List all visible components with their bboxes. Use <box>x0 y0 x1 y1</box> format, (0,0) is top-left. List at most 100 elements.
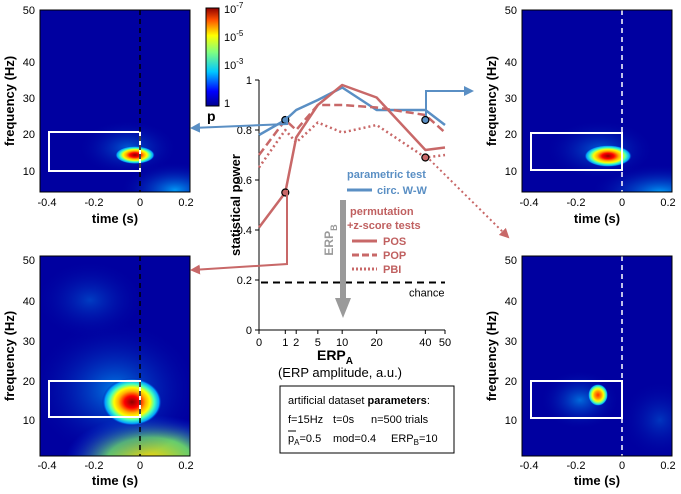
chart-legend: parametric test circ. W-W permutation +z… <box>347 169 428 276</box>
heatmap-glow <box>590 164 672 192</box>
y-axis-label: frequency (Hz) <box>484 311 499 401</box>
y-tick-label: 0.8 <box>237 125 252 137</box>
parameters-title: artificial dataset parameters: <box>288 395 430 407</box>
y-tick: 20 <box>23 129 35 141</box>
chance-label: chance <box>409 288 444 300</box>
erpb-arrow-label: ERPB <box>322 224 339 256</box>
legend-heading-permutation-2: +z-score tests <box>347 220 421 232</box>
x-tick-label: 5 <box>315 337 321 349</box>
y-tick: 20 <box>505 129 517 141</box>
x-tick: 0 <box>619 460 625 472</box>
param-t: t=0s <box>333 414 355 426</box>
roi-box <box>48 380 141 418</box>
param-pa: pA=0.5 <box>288 433 321 447</box>
heatmap-glow <box>120 162 190 192</box>
erpb-arrow-head <box>335 298 351 318</box>
x-axis-label: time (s) <box>92 211 138 226</box>
x-tick-label: 20 <box>371 337 383 349</box>
x-tick-label: 1 <box>282 337 288 349</box>
x-tick: 0.2 <box>660 197 675 209</box>
y-tick: 10 <box>505 415 517 427</box>
y-tick: 10 <box>505 166 517 178</box>
y-tick: 10 <box>23 166 35 178</box>
series-line-pop <box>258 103 446 156</box>
highlight-marker <box>421 153 430 162</box>
x-axis-label: ERPA <box>317 347 353 367</box>
x-tick-label: 10 <box>336 337 348 349</box>
arrow-to-bottom-right <box>425 155 510 239</box>
y-tick-label: 1 <box>246 75 252 87</box>
y-tick-label: 0.6 <box>237 175 252 187</box>
x-tick: -0.4 <box>38 197 57 209</box>
x-tick: 0.2 <box>178 460 193 472</box>
x-axis-label: time (s) <box>574 211 620 226</box>
param-erpb: ERPB=10 <box>391 433 438 447</box>
roi-box <box>530 380 623 419</box>
x-axis-label: time (s) <box>92 473 138 488</box>
colorbar-tick: 10-3 <box>224 57 244 72</box>
roi-box <box>530 132 623 171</box>
x-tick: 0 <box>619 197 625 209</box>
series-line-circ-w-w <box>258 86 446 137</box>
x-tick: 0.2 <box>660 460 675 472</box>
legend-heading-parametric: parametric test <box>347 169 426 181</box>
axes-frame <box>39 9 191 193</box>
x-tick: -0.4 <box>520 460 539 472</box>
y-tick: 40 <box>23 296 35 308</box>
y-axis-label: frequency (Hz) <box>484 56 499 146</box>
param-f: f=15Hz <box>288 414 323 426</box>
legend-heading-permutation: permutation <box>350 206 414 218</box>
x-tick: -0.2 <box>567 197 586 209</box>
y-tick: 50 <box>23 5 35 17</box>
heatmap-glow <box>40 260 145 340</box>
y-axis-label: statistical power <box>228 154 243 256</box>
heatmap-bottom-left: 10 20 30 40 50 -0.4 -0.2 0 0.2 time (s) … <box>2 255 194 488</box>
axes-frame <box>521 255 673 457</box>
arrow-to-bottom-left <box>190 190 288 275</box>
highlight-marker <box>421 115 430 125</box>
y-tick: 50 <box>505 5 517 17</box>
parameters-frame <box>279 385 455 454</box>
y-tick: 40 <box>23 57 35 69</box>
connector-arrows <box>190 86 510 275</box>
arrow-to-top-right <box>425 86 474 116</box>
x-tick: -0.2 <box>85 197 104 209</box>
heatmap-hotspot <box>102 378 162 426</box>
heatmap-top-right: 10 20 30 40 50 -0.4 -0.2 0 0.2 time (s) … <box>484 5 676 226</box>
param-mod: mod=0.4 <box>333 433 376 445</box>
parameters-box: artificial dataset parameters: f=15Hz t=… <box>279 385 455 454</box>
heatmap-bottom-right: 10 20 30 40 50 -0.4 -0.2 0 0.2 time (s) … <box>484 255 676 488</box>
colorbar-tick: 1 <box>224 98 230 110</box>
x-tick-label: 2 <box>293 337 299 349</box>
y-tick: 30 <box>505 93 517 105</box>
axes-frame <box>521 9 673 193</box>
heatmap-hotspot <box>584 145 632 167</box>
y-tick: 30 <box>23 336 35 348</box>
colorbar-tick: 10-5 <box>224 29 244 44</box>
x-axis-note: (ERP amplitude, a.u.) <box>278 365 402 380</box>
y-tick: 50 <box>23 255 35 267</box>
x-tick: 0.2 <box>178 197 193 209</box>
colorbar-label: p <box>207 108 216 124</box>
y-tick: 50 <box>505 255 517 267</box>
y-tick: 40 <box>505 57 517 69</box>
heatmap-hotspot <box>588 384 608 406</box>
series-line-pbi <box>257 121 446 169</box>
y-axis-label: frequency (Hz) <box>2 56 17 146</box>
x-tick-label: 40 <box>419 337 431 349</box>
x-axis-label: time (s) <box>574 473 620 488</box>
roi-box <box>48 131 141 172</box>
legend-label-circ-ww: circ. W-W <box>377 185 428 197</box>
x-tick: -0.2 <box>85 460 104 472</box>
colorbar: 10-7 10-5 10-3 1 p <box>205 1 244 124</box>
y-tick-label: 0.4 <box>237 225 252 237</box>
y-tick: 30 <box>23 93 35 105</box>
axes-frame <box>39 255 191 457</box>
heatmap-glow <box>540 370 620 430</box>
y-tick: 40 <box>505 296 517 308</box>
y-tick-label: 0.2 <box>237 275 252 287</box>
y-axis-label: frequency (Hz) <box>2 311 17 401</box>
y-tick: 30 <box>505 336 517 348</box>
y-tick-label: 0 <box>246 325 252 337</box>
x-tick: -0.4 <box>520 197 539 209</box>
